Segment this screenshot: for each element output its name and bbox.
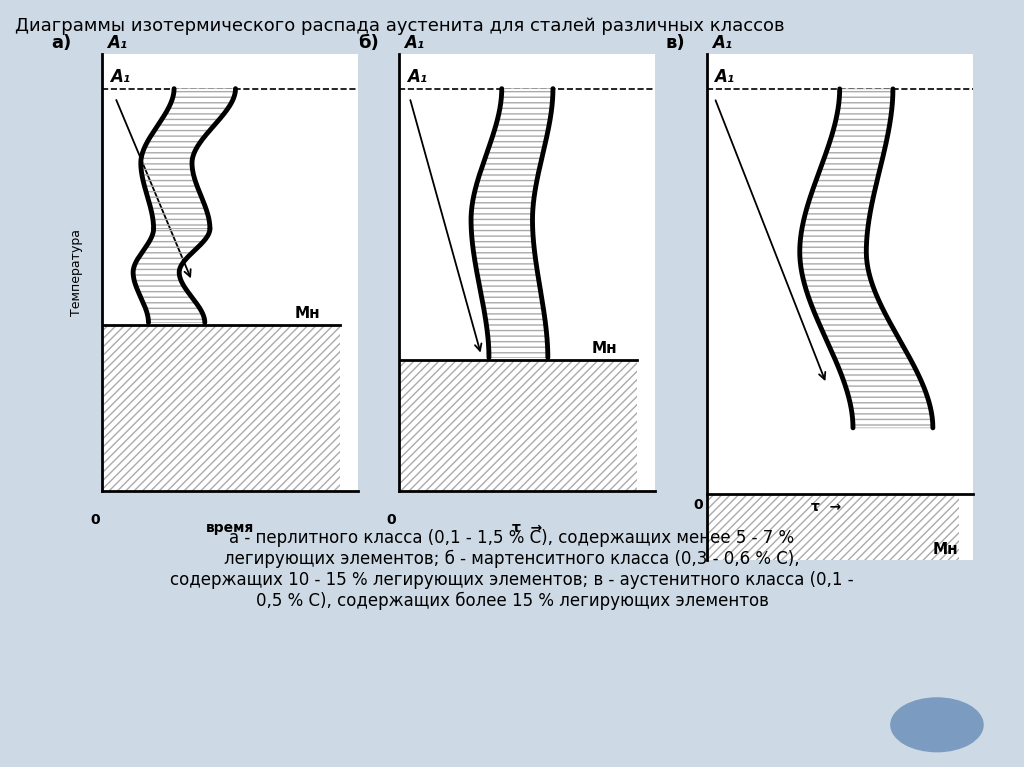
Text: а): а) [51,35,72,52]
Text: Mн: Mн [933,542,958,558]
Text: A₁: A₁ [715,68,734,87]
Bar [707,494,959,560]
Text: а - перлитного класса (0,1 - 1,5 % С), содержащих менее 5 - 7 %
легирующих элеме: а - перлитного класса (0,1 - 1,5 % С), с… [170,529,854,611]
Bar [102,324,340,491]
Text: A₁: A₁ [408,68,427,86]
Text: 0: 0 [90,512,99,527]
Text: Диаграммы изотермического распада аустенита для сталей различных классов: Диаграммы изотермического распада аустен… [15,17,785,35]
Text: Mн: Mн [592,341,617,356]
Text: Температура: Температура [71,229,83,316]
Text: 0: 0 [694,499,703,512]
Text: τ  →: τ → [512,522,543,535]
Text: τ  →: τ → [811,501,842,515]
Text: 0: 0 [387,512,396,527]
Text: Mн: Mн [295,306,321,321]
Text: A₁: A₁ [404,35,425,52]
Text: A₁: A₁ [712,35,732,52]
Text: в): в) [666,35,685,52]
Bar [399,360,637,491]
Text: A₁: A₁ [108,35,128,52]
Text: время: время [206,522,255,535]
Text: A₁: A₁ [111,68,130,86]
Text: б): б) [358,35,379,52]
